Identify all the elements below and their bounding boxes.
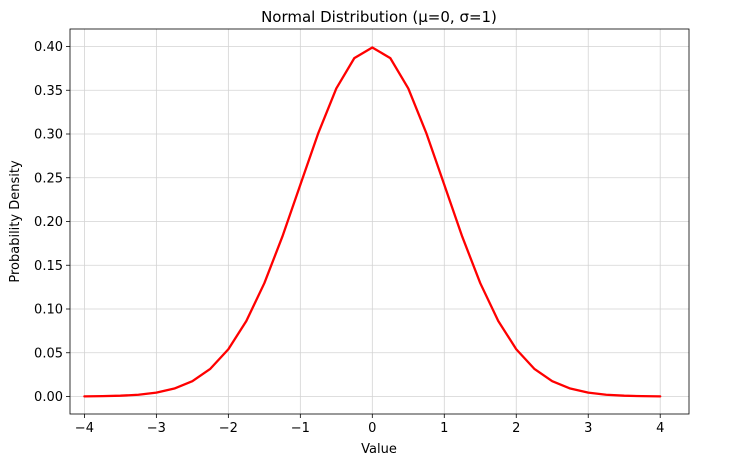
- y-tick-label: 0.00: [34, 390, 63, 405]
- x-tick-label: 0: [368, 421, 376, 436]
- y-tick-label: 0.30: [34, 128, 63, 143]
- gridlines: [70, 29, 689, 414]
- y-tick-label: 0.35: [34, 84, 63, 99]
- x-tick-label: −4: [75, 421, 94, 436]
- y-tick-label: 0.25: [34, 171, 63, 186]
- x-tick-label: −2: [219, 421, 238, 436]
- x-axis-ticks: −4 −3 −2 −1 0 1 2 3 4: [75, 414, 664, 436]
- y-tick-label: 0.20: [34, 215, 63, 230]
- y-tick-label: 0.10: [34, 303, 63, 318]
- x-tick-label: 3: [584, 421, 592, 436]
- series-line: [83, 46, 662, 398]
- x-tick-label: 1: [440, 421, 448, 436]
- y-tick-label: 0.15: [34, 259, 63, 274]
- x-axis-label: Value: [361, 442, 397, 455]
- y-axis-label: Probability Density: [8, 160, 23, 283]
- y-axis-ticks: 0.00 0.05 0.10 0.15 0.20 0.25 0.30 0.35 0.40: [34, 40, 70, 405]
- x-tick-label: −3: [147, 421, 166, 436]
- y-tick-label: 0.05: [34, 346, 63, 361]
- x-tick-label: 2: [512, 421, 520, 436]
- series-layer: [83, 46, 662, 398]
- y-tick-label: 0.40: [34, 40, 63, 55]
- x-tick-label: 4: [656, 421, 664, 436]
- x-tick-label: −1: [291, 421, 310, 436]
- chart-title: Normal Distribution (μ=0, σ=1): [261, 8, 497, 26]
